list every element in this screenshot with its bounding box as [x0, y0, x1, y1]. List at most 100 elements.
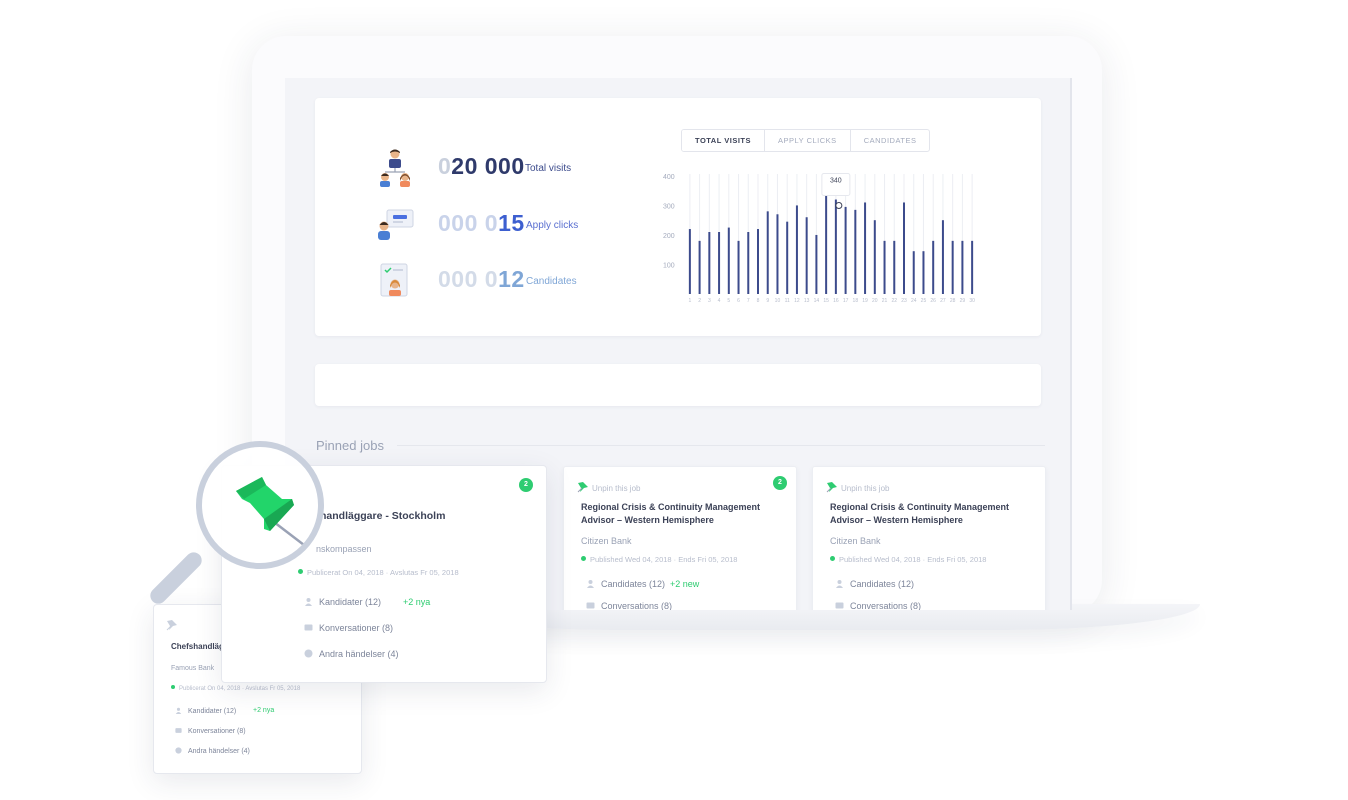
conversations-row[interactable]: Conversations (8) [835, 601, 921, 610]
candidates-row[interactable]: Kandidater (12) [304, 597, 381, 607]
x-tick-label: 26 [930, 298, 936, 304]
x-tick-label: 1 [688, 298, 691, 304]
bar-day-11[interactable] [786, 221, 789, 294]
bar-day-22[interactable] [893, 240, 896, 294]
new-candidates-count: +2 nya [403, 597, 431, 607]
pinned-jobs-heading: Pinned jobs [316, 438, 384, 453]
bar-day-8[interactable] [757, 229, 759, 294]
bar-day-6[interactable] [737, 240, 740, 294]
bar-day-18[interactable] [854, 209, 857, 294]
x-tick-label: 8 [757, 298, 760, 304]
globe-icon [304, 649, 313, 658]
bar-day-7[interactable] [747, 232, 750, 294]
bar-day-28[interactable] [951, 240, 954, 294]
bar-day-4[interactable] [718, 232, 721, 294]
apply-click-icon [378, 209, 414, 240]
conversations-row[interactable]: Conversations (8) [586, 601, 672, 610]
other-events-row[interactable]: Andra händelser (4) [304, 649, 399, 659]
message-icon [304, 624, 313, 631]
tab-total-visits[interactable]: TOTAL VISITS [682, 130, 765, 151]
y-tick-label: 200 [663, 233, 675, 240]
bar-day-2[interactable] [698, 240, 701, 294]
pinned-job-card-3[interactable]: Unpin this job Regional Crisis & Continu… [812, 466, 1046, 610]
x-tick-label: 20 [872, 298, 878, 304]
other-events-row[interactable]: Andra händelser (4) [175, 747, 250, 755]
x-tick-label: 11 [785, 298, 790, 304]
bar-day-24[interactable] [912, 251, 915, 294]
total-visits-value: 020 000 [438, 153, 525, 179]
x-tick-label: 25 [921, 298, 927, 304]
x-tick-label: 6 [737, 298, 740, 304]
bar-day-29[interactable] [961, 240, 964, 294]
published-dates: Published Wed 04, 2018 · Ends Fri 05, 20… [581, 555, 737, 564]
pin-icon[interactable] [577, 481, 589, 493]
bar-day-14[interactable] [815, 234, 818, 294]
magnifier-handle [147, 549, 205, 607]
pin-icon[interactable] [166, 619, 178, 631]
dashboard-screen: 020 000 Total visits 000 015 Apply click… [285, 78, 1072, 610]
conversations-row[interactable]: Konversationer (8) [304, 623, 393, 633]
candidate-profile-icon [380, 263, 408, 297]
x-tick-label: 17 [843, 298, 849, 304]
x-tick-label: 27 [940, 298, 946, 304]
bar-day-30[interactable] [971, 240, 974, 294]
bar-day-13[interactable] [805, 217, 808, 294]
tab-apply-clicks[interactable]: APPLY CLICKS [764, 130, 850, 151]
bar-day-26[interactable] [932, 240, 935, 294]
candidates-row[interactable]: Candidates (12) [835, 579, 914, 589]
globe-icon [175, 747, 182, 754]
job-title: Regional Crisis & Continuity Management A… [830, 502, 1010, 525]
message-icon [175, 728, 182, 733]
candidates-label: Candidates [526, 276, 577, 287]
job-title: handläggare - Stockholm [320, 510, 446, 522]
tab-candidates[interactable]: CANDIDATES [849, 130, 930, 151]
job-title: Regional Crisis & Continuity Management A… [581, 502, 761, 525]
apply-clicks-value: 000 015 [438, 210, 525, 236]
x-tick-label: 24 [911, 298, 917, 304]
x-tick-label: 2 [698, 298, 701, 304]
x-tick-label: 9 [766, 298, 769, 304]
company-name: nskompassen [316, 544, 372, 554]
x-tick-label: 19 [862, 298, 868, 304]
bar-day-10[interactable] [776, 214, 779, 294]
bar-day-20[interactable] [873, 220, 876, 294]
pinned-divider [397, 445, 1045, 446]
y-tick-label: 400 [663, 174, 675, 181]
bar-day-27[interactable] [941, 220, 944, 294]
company-name: Famous Bank [171, 665, 215, 672]
published-dates: Publicerat On 04, 2018 · Avslutas Fr 05,… [298, 568, 459, 577]
new-candidates-count: +2 nya [253, 707, 275, 714]
candidates-row[interactable]: Kandidater (12) [175, 707, 236, 715]
unpin-link[interactable]: Unpin this job [592, 484, 641, 493]
bar-day-16[interactable] [834, 199, 837, 294]
x-tick-label: 7 [747, 298, 750, 304]
bar-day-1[interactable] [688, 229, 691, 294]
bar-day-5[interactable] [727, 227, 730, 294]
x-tick-label: 28 [950, 298, 956, 304]
stat-total-visits: 020 000 Total visits [375, 147, 635, 187]
magnifier-lens [196, 441, 324, 569]
bar-day-25[interactable] [922, 251, 925, 294]
stat-candidates: 000 012 Candidates [375, 260, 635, 300]
candidates-row[interactable]: Candidates (12) [586, 579, 665, 589]
bar-day-3[interactable] [708, 232, 711, 294]
bar-day-21[interactable] [883, 240, 886, 294]
x-tick-label: 14 [814, 298, 820, 304]
bar-day-23[interactable] [903, 202, 905, 294]
bar-day-17[interactable] [844, 206, 847, 294]
x-tick-label: 23 [901, 298, 907, 304]
bar-day-12[interactable] [795, 205, 798, 294]
company-name: Citizen Bank [830, 536, 881, 546]
bar-day-9[interactable] [766, 211, 769, 294]
conversations-row[interactable]: Konversationer (8) [175, 727, 246, 735]
unpin-link[interactable]: Unpin this job [841, 484, 890, 493]
notification-badge: 2 [519, 478, 533, 492]
bar-day-19[interactable] [864, 202, 867, 294]
notification-badge: 2 [773, 476, 787, 490]
new-candidates-count: +2 new [670, 579, 700, 589]
pin-icon[interactable] [826, 481, 838, 493]
bar-day-15[interactable] [825, 192, 828, 294]
pinned-job-card-2[interactable]: Unpin this job 2 Regional Crisis & Conti… [563, 466, 797, 610]
x-tick-label: 3 [708, 298, 711, 304]
candidates-value: 000 012 [438, 266, 525, 292]
